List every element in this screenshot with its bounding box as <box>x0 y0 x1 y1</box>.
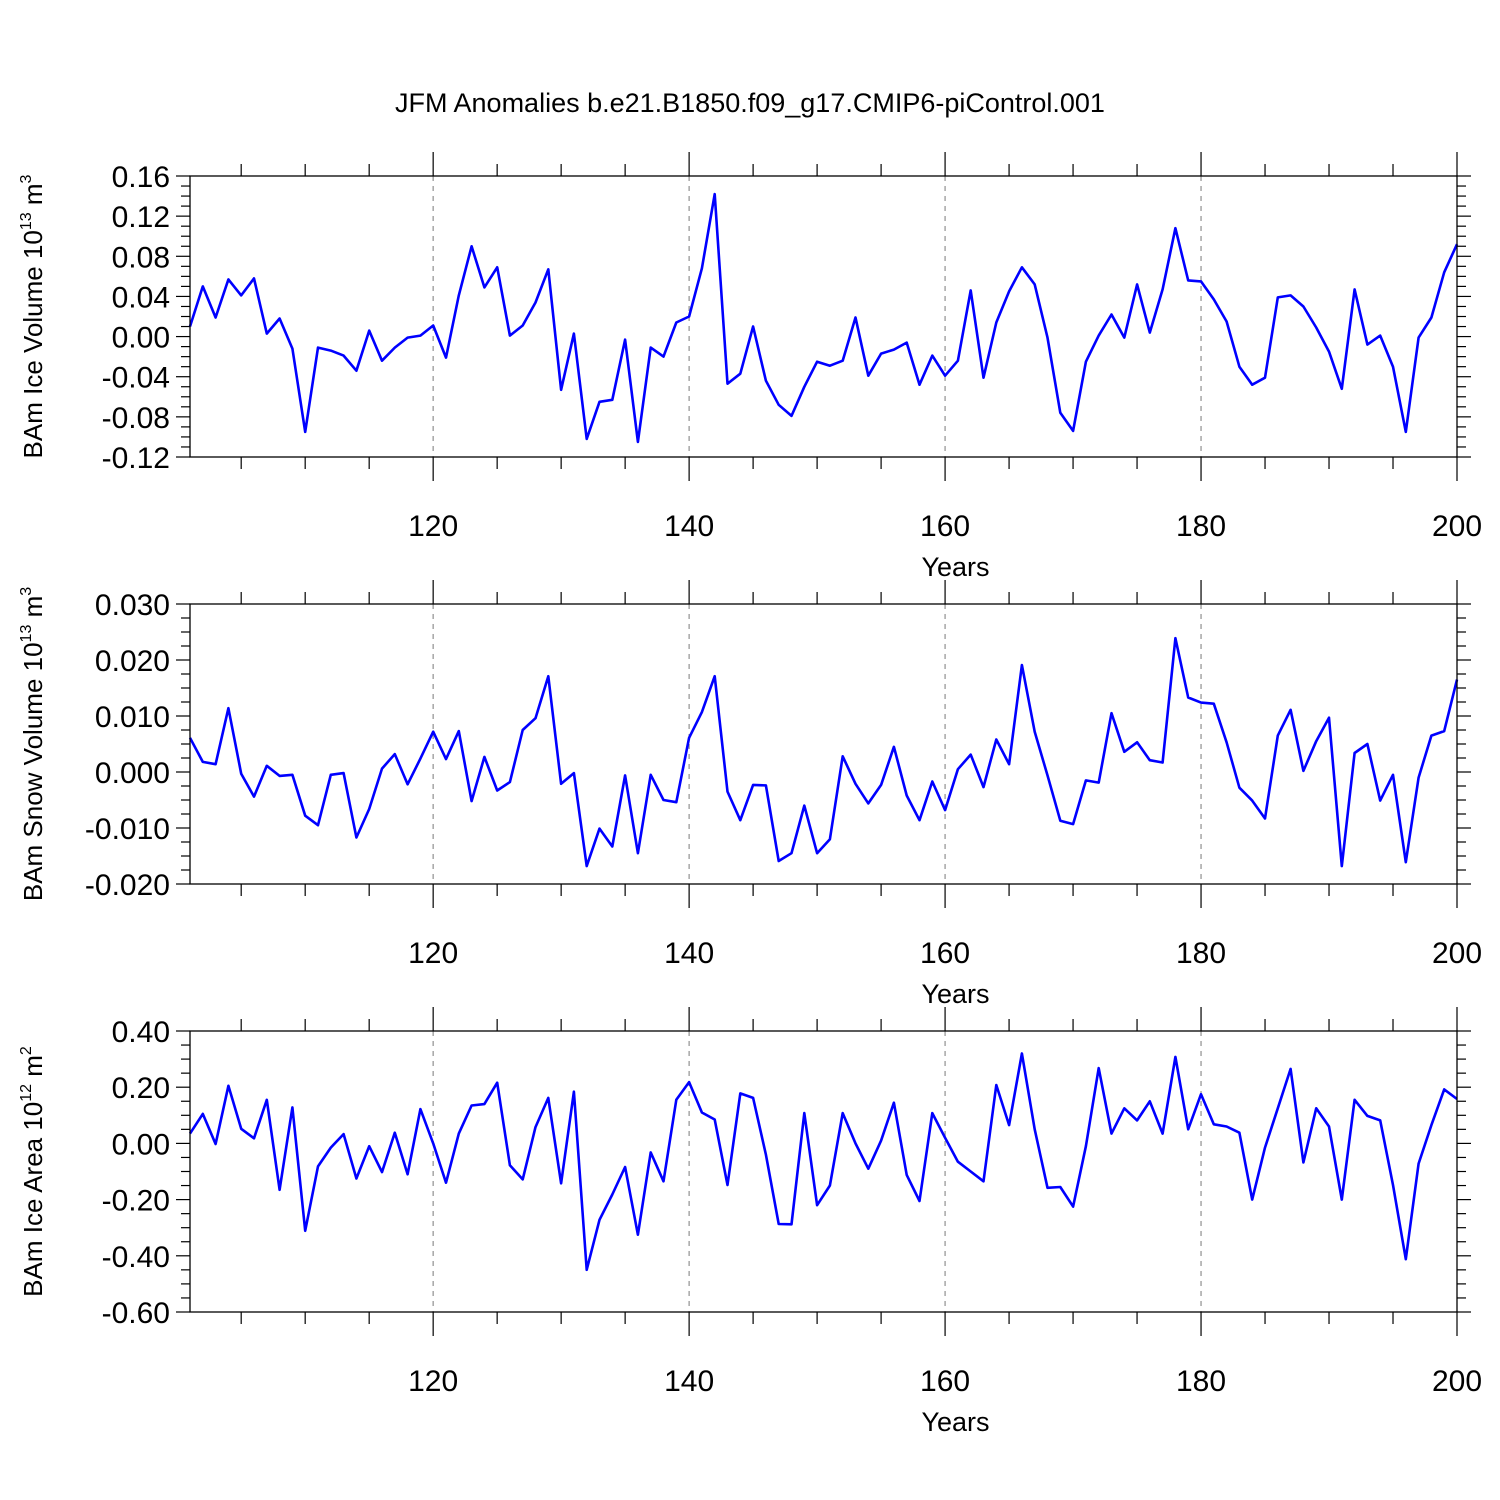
y-axis-label-unit: m <box>18 183 48 212</box>
y-axis-label-unit-exponent: 3 <box>18 174 35 183</box>
y-axis-label-text: BAm Ice Volume 1013 m3 <box>18 174 48 458</box>
x-tick-label: 180 <box>1176 937 1226 970</box>
y-tick-label: 0.04 <box>112 281 170 314</box>
y-tick-label: -0.60 <box>102 1297 170 1330</box>
x-tick-label: 140 <box>664 937 714 970</box>
x-tick-label: 200 <box>1432 937 1482 970</box>
x-tick-label: 140 <box>664 510 714 543</box>
x-tick-label: 160 <box>920 1365 970 1398</box>
y-axis-label-exponent: 13 <box>18 625 35 643</box>
y-tick-label: 0.00 <box>112 1128 170 1161</box>
y-tick-label: -0.20 <box>102 1185 170 1218</box>
y-axis-label-exponent: 12 <box>18 1084 35 1102</box>
y-axis-label-text: BAm Snow Volume 1013 m3 <box>18 587 48 901</box>
y-axis-label-unit-exponent: 3 <box>18 587 35 596</box>
y-tick-label: 0.030 <box>95 589 170 622</box>
y-axis-label-unit-exponent: 2 <box>18 1046 35 1055</box>
x-tick-label: 160 <box>920 510 970 543</box>
chart-panel-1: 0.16 0.12 0.08 0.04 0.00 -0.04 -0.08 -0.12 120 14… <box>18 152 1482 582</box>
x-tick-label: 180 <box>1176 510 1226 543</box>
x-tick-label: 180 <box>1176 1365 1226 1398</box>
series-line <box>188 636 1459 868</box>
chart-panel-2: 0.030 0.020 0.010 0.000 -0.010 -0.020 120 140 16… <box>18 580 1482 1009</box>
y-tick-label: 0.20 <box>112 1072 170 1105</box>
y-tick-label: -0.12 <box>102 442 170 475</box>
y-tick-label: 0.010 <box>95 701 170 734</box>
series-line <box>188 192 1459 444</box>
x-tick-label: 120 <box>408 1365 458 1398</box>
y-axis-label: BAm Ice Volume 1013 m3 <box>18 174 48 458</box>
series-line <box>188 1052 1458 1272</box>
x-tick-label: 120 <box>408 937 458 970</box>
y-axis-label: BAm Snow Volume 1013 m3 <box>18 587 48 901</box>
y-tick-label: 0.00 <box>112 322 170 355</box>
y-axis-label: BAm Ice Area 1012 m2 <box>18 1046 48 1297</box>
y-tick-label: -0.40 <box>102 1241 170 1274</box>
y-tick-label: 0.08 <box>112 241 170 274</box>
x-tick-label: 160 <box>920 937 970 970</box>
y-axis-label-unit: m <box>18 1055 48 1084</box>
plot-frame <box>189 1030 1458 1313</box>
y-axis-label-unit: m <box>18 596 48 625</box>
y-axis-label-exponent: 13 <box>18 212 35 230</box>
y-tick-label: 0.000 <box>95 757 170 790</box>
x-tick-label: 200 <box>1432 510 1482 543</box>
x-axis-label: Years <box>921 979 989 1009</box>
y-tick-label: -0.04 <box>102 362 170 395</box>
y-tick-label: -0.08 <box>102 402 170 435</box>
y-tick-label: 0.40 <box>112 1016 170 1049</box>
y-axis-label-text: BAm Ice Area 1012 m2 <box>18 1046 48 1297</box>
y-tick-label: -0.020 <box>85 869 170 902</box>
x-tick-label: 140 <box>664 1365 714 1398</box>
chart-panel-3: 0.40 0.20 0.00 -0.20 -0.40 -0.60 120 140 160 180 2… <box>18 1007 1482 1437</box>
x-axis-label: Years <box>921 552 989 582</box>
y-tick-label: -0.010 <box>85 813 170 846</box>
y-tick-label: 0.020 <box>95 645 170 678</box>
y-tick-label: 0.16 <box>112 161 170 194</box>
plot-frame <box>189 603 1458 885</box>
x-tick-label: 200 <box>1432 1365 1482 1398</box>
y-axis-label-main: BAm Snow Volume 10 <box>18 642 48 901</box>
x-axis-label: Years <box>921 1407 989 1437</box>
y-axis-label-main: BAm Ice Area 10 <box>18 1102 48 1297</box>
y-tick-label: 0.12 <box>112 201 170 234</box>
plot-frame <box>189 175 1458 458</box>
y-axis-label-main: BAm Ice Volume 10 <box>18 230 48 458</box>
x-tick-label: 120 <box>408 510 458 543</box>
chart-title: JFM Anomalies b.e21.B1850.f09_g17.CMIP6-… <box>395 88 1105 118</box>
